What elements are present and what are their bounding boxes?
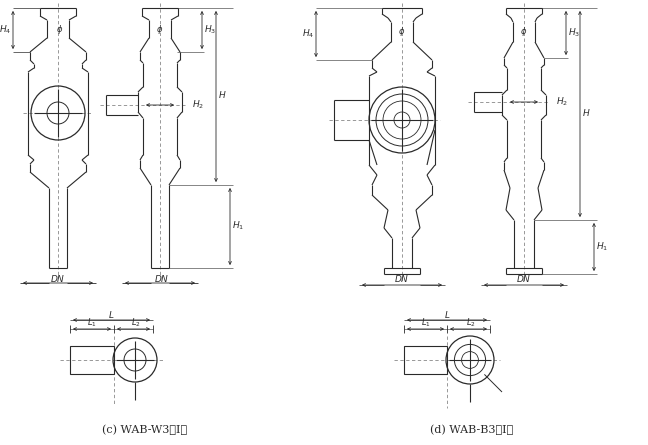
Text: $DN$: $DN$ bbox=[154, 272, 170, 283]
Text: $L$: $L$ bbox=[444, 308, 450, 320]
Text: $\phi$: $\phi$ bbox=[156, 24, 164, 36]
Bar bbox=[404, 346, 447, 374]
Text: $\phi$: $\phi$ bbox=[520, 25, 527, 39]
Text: (d) WAB-B3（Ⅰ）: (d) WAB-B3（Ⅰ） bbox=[430, 425, 514, 435]
Text: $H_1$: $H_1$ bbox=[596, 241, 608, 253]
Text: $H_2$: $H_2$ bbox=[556, 96, 568, 108]
Text: $H_3$: $H_3$ bbox=[568, 27, 580, 39]
Text: $L_2$: $L_2$ bbox=[466, 317, 476, 329]
Bar bbox=[70, 346, 114, 374]
Text: $H_4$: $H_4$ bbox=[0, 24, 11, 36]
Text: $H$: $H$ bbox=[218, 89, 227, 101]
Text: (c) WAB-W3（Ⅰ）: (c) WAB-W3（Ⅰ） bbox=[102, 425, 187, 435]
Text: $DN$: $DN$ bbox=[51, 272, 65, 283]
Text: $L_1$: $L_1$ bbox=[421, 317, 430, 329]
Text: $H_2$: $H_2$ bbox=[192, 99, 204, 111]
Text: $H_4$: $H_4$ bbox=[301, 28, 314, 40]
Text: $\phi$: $\phi$ bbox=[399, 25, 406, 39]
Text: $L_1$: $L_1$ bbox=[87, 317, 97, 329]
Text: $L$: $L$ bbox=[108, 308, 115, 320]
Text: $L_2$: $L_2$ bbox=[131, 317, 141, 329]
Text: $H$: $H$ bbox=[582, 106, 590, 117]
Text: $DN$: $DN$ bbox=[516, 274, 532, 284]
Text: $H_3$: $H_3$ bbox=[204, 24, 216, 36]
Text: $H_1$: $H_1$ bbox=[232, 220, 244, 232]
Text: $DN$: $DN$ bbox=[394, 274, 410, 284]
Text: $\phi$: $\phi$ bbox=[56, 24, 64, 36]
